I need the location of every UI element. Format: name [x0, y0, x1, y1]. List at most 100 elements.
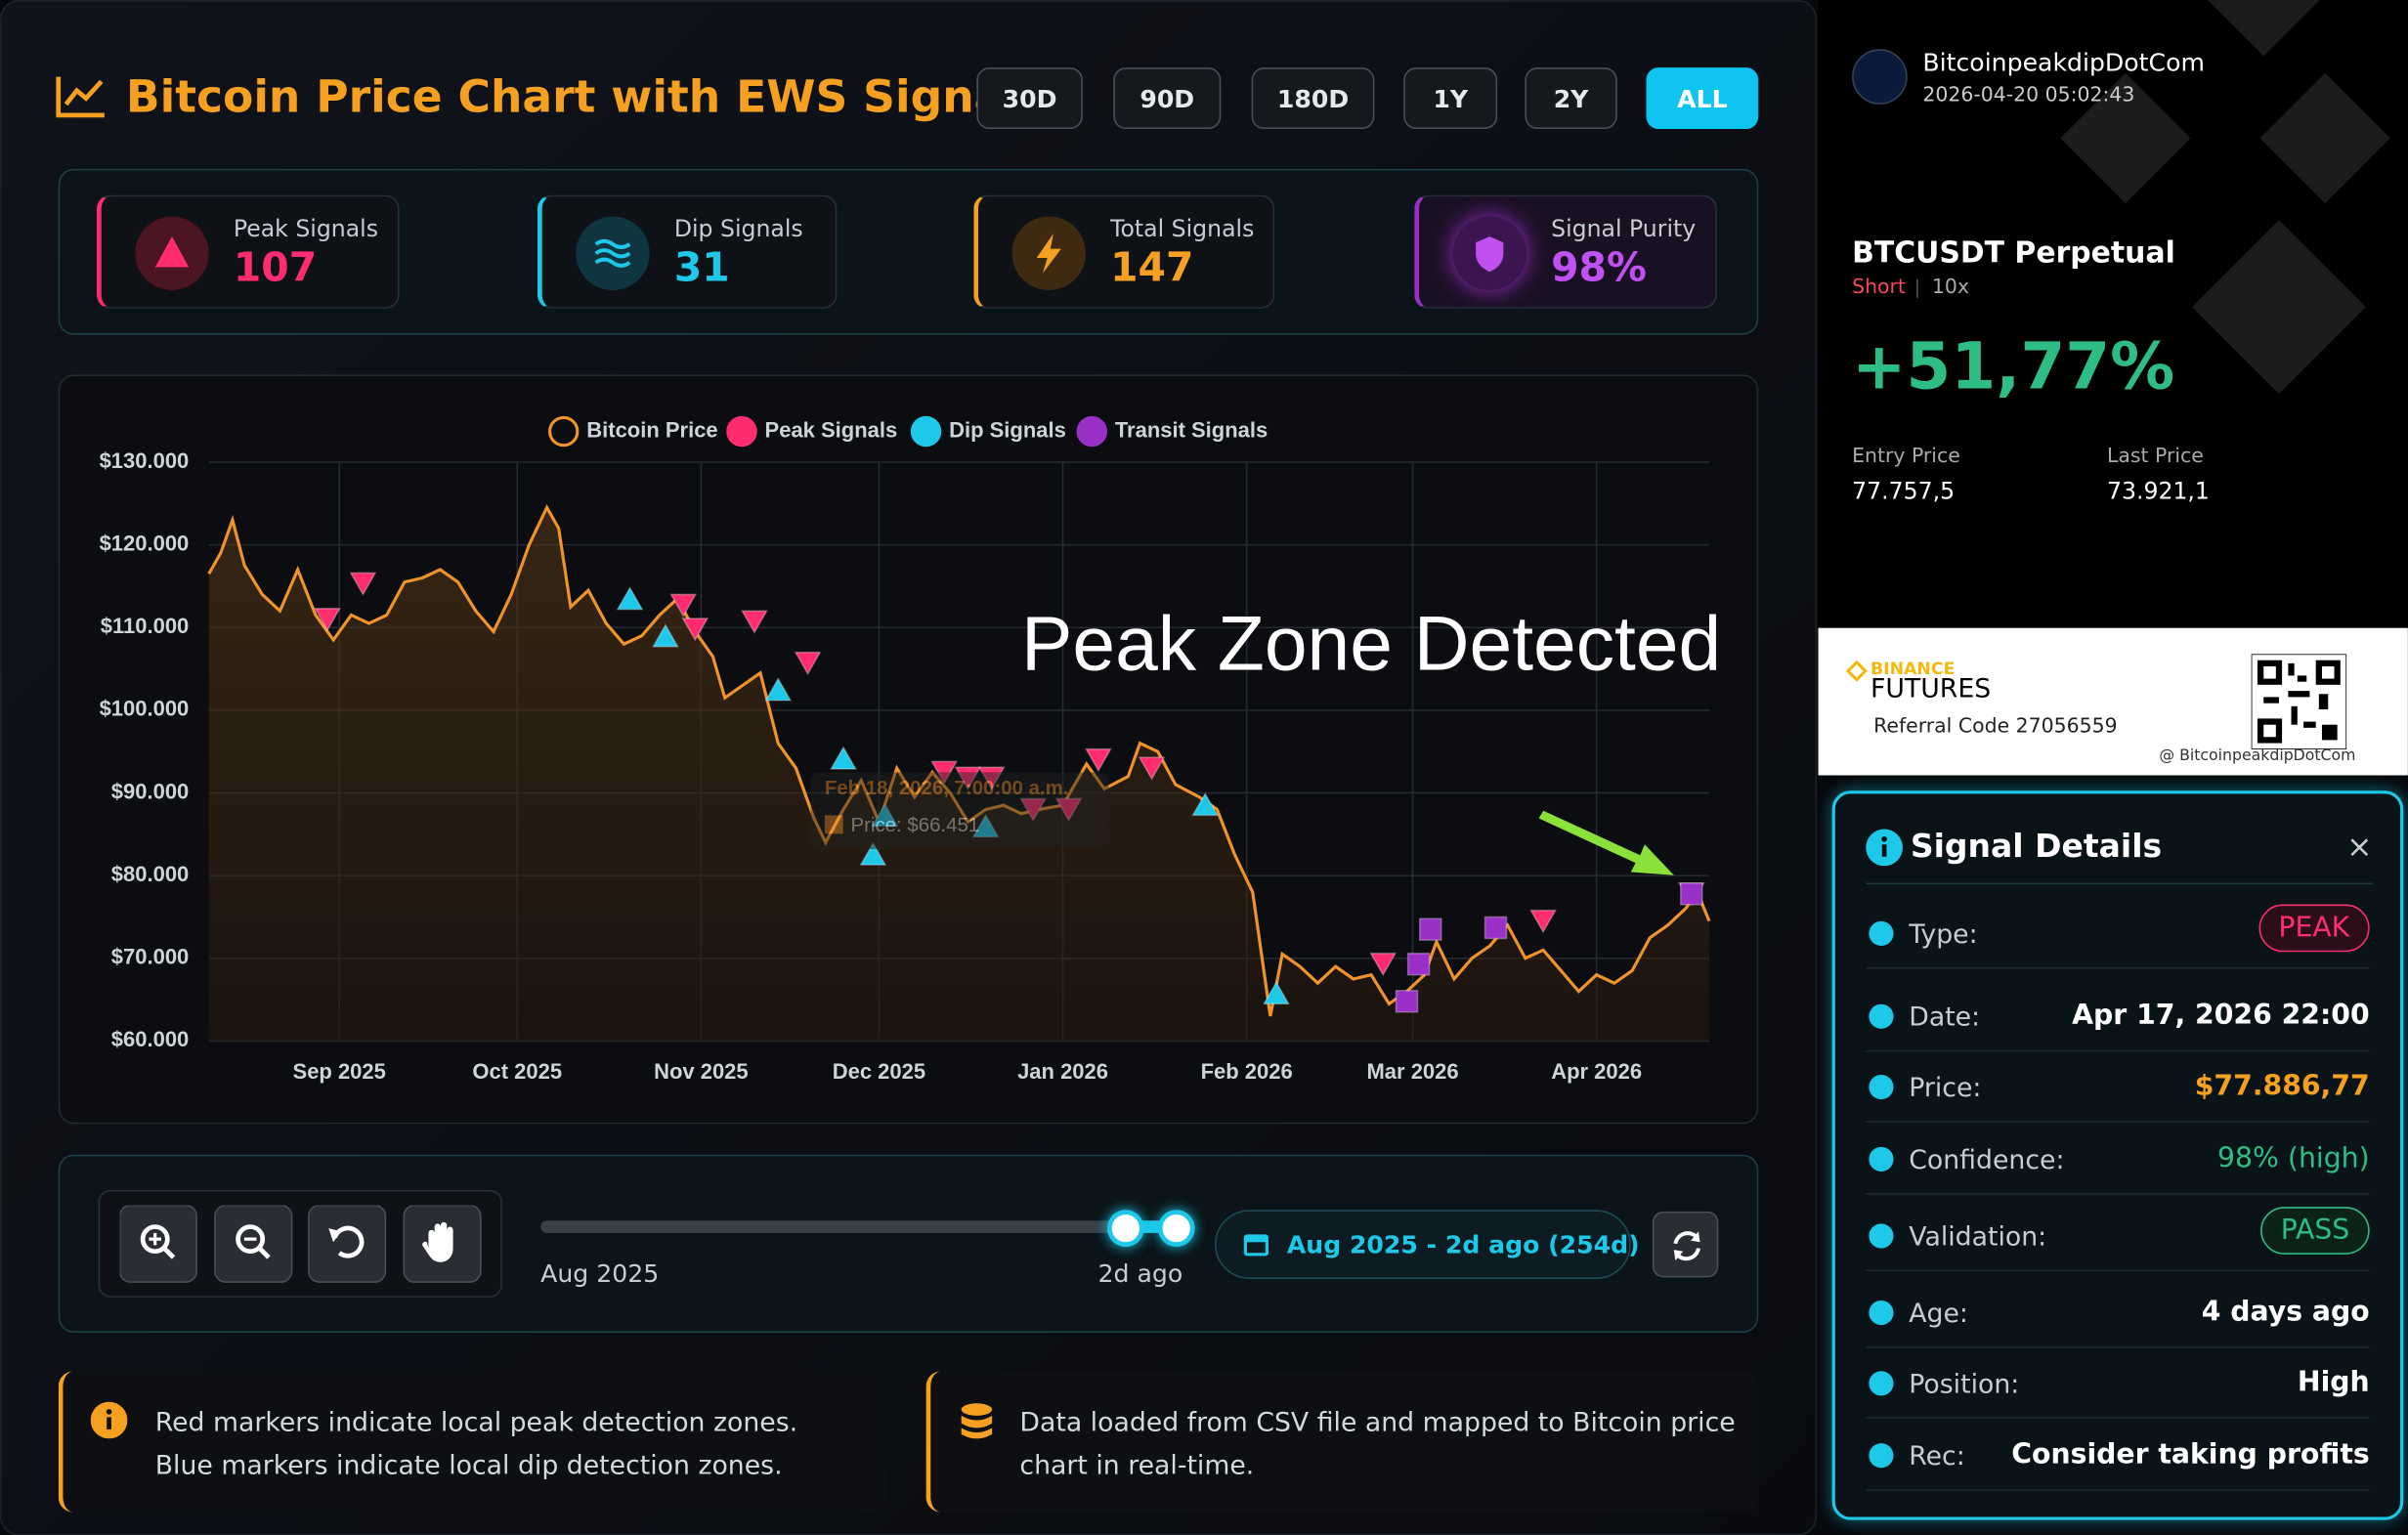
calendar-icon	[1243, 1234, 1268, 1257]
legend-swatch	[910, 415, 942, 448]
details-title: Signal Details	[1910, 827, 2163, 865]
legend-label: Transit Signals	[1115, 417, 1268, 442]
icon	[1452, 216, 1526, 290]
slider-handle[interactable]	[1157, 1210, 1195, 1247]
row-icon	[1869, 1003, 1894, 1029]
y-tick-label: $110.000	[101, 614, 189, 638]
peak-marker	[669, 593, 698, 618]
peak-marker	[1529, 909, 1557, 934]
x-tick-label: Nov 2025	[654, 1059, 749, 1084]
row-value: High	[2297, 1366, 2370, 1399]
range-button[interactable]: 2Y	[1525, 67, 1617, 129]
pair: BTCUSDT Perpetual	[1852, 235, 2175, 271]
peak-marker	[349, 572, 377, 596]
row-value: PEAK	[2258, 904, 2370, 953]
transit-marker	[1395, 990, 1419, 1013]
pnl: +51,77%	[1852, 328, 2175, 405]
last-label: Last Price	[2106, 445, 2204, 469]
area	[208, 507, 1709, 1042]
pan-button[interactable]	[403, 1205, 482, 1283]
row-icon	[1869, 1443, 1894, 1469]
range-button[interactable]: 1Y	[1403, 67, 1498, 129]
row-icon	[1869, 1223, 1894, 1249]
stat-value: 147	[1110, 245, 1194, 292]
row-value: 4 days ago	[2201, 1296, 2370, 1329]
row-key: Validation:	[1909, 1221, 2047, 1254]
detail-row: Price: $77.886,77	[1866, 1051, 2370, 1123]
note-text: Red markers indicate local peak detectio…	[154, 1407, 798, 1482]
referral: Referral Code 27056559	[1873, 715, 2118, 739]
reset-button[interactable]	[308, 1205, 387, 1283]
icon	[135, 216, 209, 290]
legend-item: Transit Signals	[1076, 415, 1268, 448]
x-tick-label: Jan 2026	[1017, 1059, 1108, 1084]
dip-marker	[1263, 980, 1290, 1005]
peak-marker	[930, 760, 959, 785]
tooltip-date: Feb 18, 2026, 7:00:00 a.m.	[825, 778, 1069, 799]
stat-card: Peak Signals 107	[96, 194, 400, 309]
range-button-active[interactable]: ALL	[1646, 67, 1759, 129]
x-tick-label: Dec 2025	[833, 1059, 925, 1084]
stat-card: Signal Purity 98%	[1414, 194, 1717, 309]
x-tick-label: Feb 2026	[1201, 1059, 1293, 1084]
brand-pattern	[2060, 0, 2390, 395]
peak-marker	[1138, 756, 1166, 781]
peak-marker	[681, 618, 710, 642]
stat-label: Peak Signals	[233, 214, 379, 243]
tooltip: Feb 18, 2026, 7:00:00 a.m. Price: $66.451	[810, 772, 1109, 849]
peak-marker	[1054, 797, 1083, 823]
icon	[576, 216, 650, 290]
slider-handle[interactable]	[1106, 1210, 1144, 1247]
timestamp: 2026-04-20 05:02:43	[1922, 84, 2135, 107]
row-value: $77.886,77	[2194, 1070, 2370, 1103]
peak-marker	[1019, 797, 1048, 823]
info-icon	[90, 1401, 128, 1439]
legend-swatch	[726, 415, 757, 448]
dip-marker	[830, 746, 857, 770]
title-icon	[56, 76, 105, 118]
peak-marker	[954, 766, 982, 790]
arrow	[1538, 810, 1674, 875]
brand: BINANCE	[1870, 659, 1956, 679]
row-icon	[1869, 1371, 1894, 1396]
zoom-out-button[interactable]	[214, 1205, 293, 1283]
range-button[interactable]: 180D	[1251, 67, 1375, 129]
dip-marker	[1191, 791, 1220, 817]
legend-label: Bitcoin Price	[586, 417, 717, 442]
x-tick-label: Sep 2025	[293, 1059, 386, 1084]
zoom-in-button[interactable]	[119, 1205, 197, 1283]
title: Bitcoin Price Chart with EWS Signals	[125, 70, 1047, 123]
product: FUTURES	[1870, 673, 1992, 705]
info-icon	[1866, 829, 1903, 867]
range-pill	[1214, 1210, 1631, 1279]
last: 73.921,1	[2106, 477, 2210, 505]
share-card: BitcoinpeakdipDotCom 2026-04-20 05:02:43…	[1818, 0, 2408, 776]
stat-label: Dip Signals	[673, 214, 803, 243]
legend-label: Peak Signals	[765, 417, 898, 442]
transit-marker	[1406, 952, 1431, 976]
chart: $60.000 $70.000 $80.000 $90.000 $100.000 $110…	[100, 415, 1721, 1084]
divider	[1866, 882, 2373, 885]
row-key: Price:	[1909, 1073, 1982, 1104]
y-tick-label: $90.000	[111, 779, 189, 803]
range-button[interactable]: 90D	[1113, 67, 1222, 129]
detail-row: Age: 4 days ago	[1866, 1277, 2370, 1348]
slider-start-label: Aug 2025	[540, 1258, 660, 1289]
row-value: Consider taking profits	[2011, 1438, 2370, 1471]
legend-swatch	[547, 415, 580, 448]
refresh-button[interactable]	[1652, 1211, 1719, 1278]
entry: 77.757,5	[1852, 477, 1956, 505]
annotation: Peak Zone Detected	[1021, 600, 1721, 686]
row-icon	[1869, 920, 1894, 946]
row-key: Type:	[1909, 919, 1978, 951]
slider-track	[540, 1220, 1182, 1233]
stat-value: 107	[233, 245, 318, 292]
legend-label: Dip Signals	[949, 417, 1066, 442]
legend-swatch	[1076, 415, 1107, 448]
close-button[interactable]: ×	[2346, 827, 2373, 865]
detail-row: Validation: PASS	[1866, 1201, 2370, 1272]
dip-marker	[871, 802, 899, 828]
row-key: Rec:	[1909, 1441, 1965, 1472]
detail-row: Date: Apr 17, 2026 22:00	[1866, 981, 2370, 1052]
range-button[interactable]: 30D	[976, 67, 1083, 129]
